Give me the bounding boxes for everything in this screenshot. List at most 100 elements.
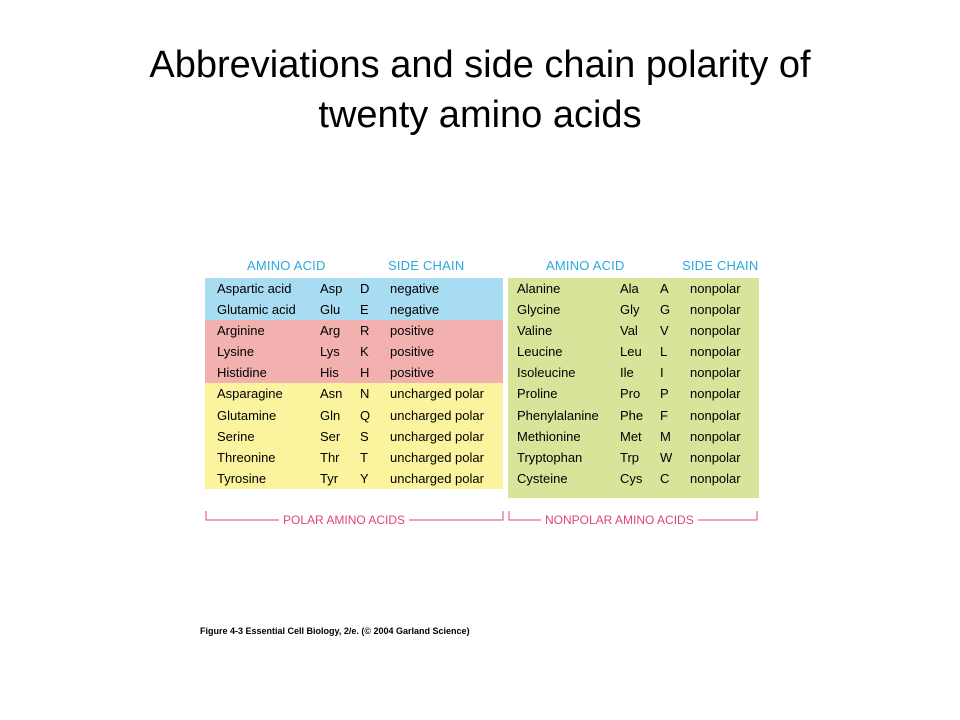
side-chain-type: uncharged polar xyxy=(390,386,484,402)
one-letter-code: C xyxy=(660,470,670,486)
table-row: Glycine Gly G nonpolar xyxy=(508,299,759,320)
amino-acid-name: Glutamine xyxy=(217,407,277,423)
table-row: Glutamine Gln Q uncharged polar xyxy=(205,404,503,426)
table-row: Tryptophan Trp W nonpolar xyxy=(508,447,759,468)
table-row: Asparagine Asn N uncharged polar xyxy=(205,383,503,405)
table-row: Methionine Met M nonpolar xyxy=(508,426,759,447)
side-chain-type: nonpolar xyxy=(690,323,741,339)
one-letter-code: I xyxy=(660,365,664,381)
table-row: Valine Val V nonpolar xyxy=(508,320,759,341)
one-letter-code: R xyxy=(360,323,370,339)
figure-caption: Figure 4-3 Essential Cell Biology, 2/e. … xyxy=(200,626,470,636)
three-letter-code: Leu xyxy=(620,344,642,360)
table-row: Threonine Thr T uncharged polar xyxy=(205,446,503,468)
amino-acid-name: Tyrosine xyxy=(217,470,267,486)
amino-acid-figure: AMINO ACID SIDE CHAIN AMINO ACID SIDE CH… xyxy=(205,254,760,534)
one-letter-code: F xyxy=(660,407,668,423)
side-chain-type: nonpolar xyxy=(690,365,741,381)
one-letter-code: D xyxy=(360,281,370,296)
one-letter-code: M xyxy=(660,428,671,444)
slide-title: Abbreviations and side chain polarity of… xyxy=(0,40,960,140)
three-letter-code: Ser xyxy=(320,428,341,444)
slide-title-line-1: Abbreviations and side chain polarity of xyxy=(149,44,811,86)
amino-acid-name: Isoleucine xyxy=(517,365,576,381)
amino-acid-name: Arginine xyxy=(217,323,265,339)
three-letter-code: Cys xyxy=(620,470,643,486)
amino-acid-name: Methionine xyxy=(517,428,581,444)
three-letter-code: Gln xyxy=(320,407,341,423)
side-chain-type: positive xyxy=(390,344,435,360)
table-row: Cysteine Cys C nonpolar xyxy=(508,468,759,489)
three-letter-code: Gly xyxy=(620,302,640,318)
one-letter-code: S xyxy=(360,428,369,444)
polar-amino-acids-label: POLAR AMINO ACIDS xyxy=(279,513,410,527)
table-row: Proline Pro P nonpolar xyxy=(508,383,759,404)
amino-acid-name: Threonine xyxy=(217,449,276,465)
amino-acid-name: Histidine xyxy=(217,365,267,381)
side-chain-type: uncharged polar xyxy=(390,428,484,444)
polar-amino-acid-table: Aspartic acid Asp D negative Glutamic ac… xyxy=(205,278,503,489)
table-row: Arginine Arg R positive xyxy=(205,320,503,342)
one-letter-code: N xyxy=(360,386,370,402)
side-chain-type: uncharged polar xyxy=(390,470,484,486)
side-chain-type: nonpolar xyxy=(690,407,741,423)
table-row: Phenylalanine Phe F nonpolar xyxy=(508,405,759,426)
table-row: Tyrosine Tyr Y uncharged polar xyxy=(205,467,503,489)
amino-acid-name: Valine xyxy=(517,323,553,339)
left-header-amino-acid: AMINO ACID xyxy=(247,258,326,273)
three-letter-code: Pro xyxy=(620,386,641,402)
side-chain-type: nonpolar xyxy=(690,470,741,486)
amino-acid-name: Glycine xyxy=(517,302,561,318)
three-letter-code: Phe xyxy=(620,407,644,423)
amino-acid-name: Glutamic acid xyxy=(217,302,296,318)
one-letter-code: A xyxy=(660,281,669,296)
one-letter-code: K xyxy=(360,344,369,360)
side-chain-type: uncharged polar xyxy=(390,407,484,423)
one-letter-code: Y xyxy=(360,470,369,486)
three-letter-code: Ile xyxy=(620,365,634,381)
nonpolar-amino-acids-label: NONPOLAR AMINO ACIDS xyxy=(541,513,698,527)
amino-acid-name: Phenylalanine xyxy=(517,407,599,423)
side-chain-type: negative xyxy=(390,302,440,318)
three-letter-code: Arg xyxy=(320,323,341,339)
three-letter-code: Asp xyxy=(320,281,343,296)
one-letter-code: L xyxy=(660,344,668,360)
side-chain-type: nonpolar xyxy=(690,281,741,296)
three-letter-code: His xyxy=(320,365,339,381)
table-row: Glutamic acid Glu E negative xyxy=(205,299,503,321)
three-letter-code: Trp xyxy=(620,449,640,465)
three-letter-code: Asn xyxy=(320,386,343,402)
side-chain-type: positive xyxy=(390,365,435,381)
one-letter-code: W xyxy=(660,449,673,465)
three-letter-code: Ala xyxy=(620,281,639,296)
table-row: Aspartic acid Asp D negative xyxy=(205,278,503,300)
three-letter-code: Thr xyxy=(320,449,340,465)
amino-acid-name: Lysine xyxy=(217,344,255,360)
nonpolar-amino-acid-table: Alanine Ala A nonpolar Glycine Gly G non… xyxy=(508,278,759,498)
table-row: Lysine Lys K positive xyxy=(205,341,503,363)
three-letter-code: Val xyxy=(620,323,638,339)
one-letter-code: P xyxy=(660,386,669,402)
three-letter-code: Glu xyxy=(320,302,341,318)
side-chain-type: nonpolar xyxy=(690,344,741,360)
amino-acid-name: Tryptophan xyxy=(517,449,583,465)
table-row: Alanine Ala A nonpolar xyxy=(508,278,759,299)
table-row: Isoleucine Ile I nonpolar xyxy=(508,362,759,383)
left-header-side-chain: SIDE CHAIN xyxy=(388,258,465,273)
table-row: Serine Ser S uncharged polar xyxy=(205,425,503,447)
one-letter-code: V xyxy=(660,323,669,339)
amino-acid-name: Aspartic acid xyxy=(217,281,292,296)
one-letter-code: T xyxy=(360,449,368,465)
side-chain-type: negative xyxy=(390,281,440,296)
one-letter-code: E xyxy=(360,302,369,318)
three-letter-code: Lys xyxy=(320,344,340,360)
side-chain-type: nonpolar xyxy=(690,449,741,465)
three-letter-code: Met xyxy=(620,428,642,444)
side-chain-type: positive xyxy=(390,323,435,339)
side-chain-type: nonpolar xyxy=(690,302,741,318)
one-letter-code: G xyxy=(660,302,671,318)
amino-acid-name: Leucine xyxy=(517,344,563,360)
table-row: Histidine His H positive xyxy=(205,362,503,384)
side-chain-type: nonpolar xyxy=(690,386,741,402)
amino-acid-name: Asparagine xyxy=(217,386,283,402)
